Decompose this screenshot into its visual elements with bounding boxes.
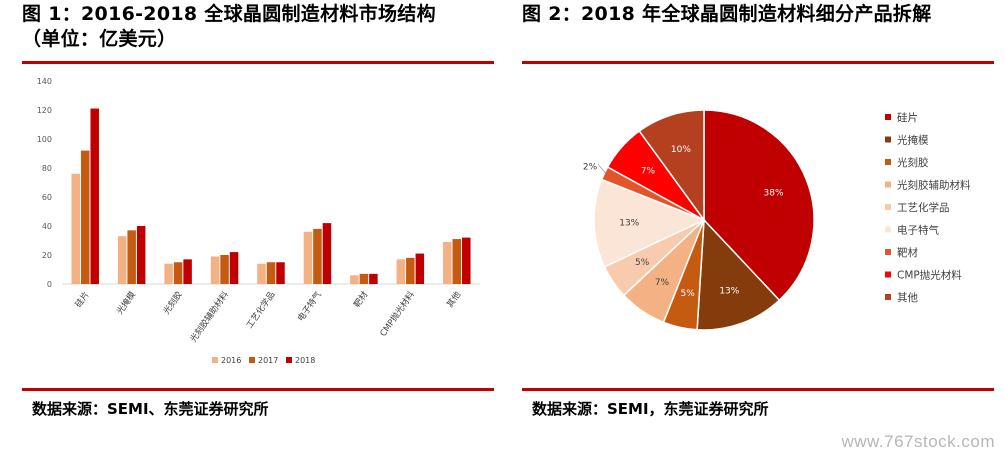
legend-swatch-2017	[249, 357, 255, 363]
y-tick-label: 0	[47, 280, 52, 289]
legend-swatch-硅片	[885, 114, 891, 120]
bar-chart: 0 20 40 60 80 100 120 140 硅片 光掩模 光刻胶 光刻胶辅助材料 工艺化学品 电子…	[37, 77, 480, 365]
bar-2018-工艺化学品	[276, 262, 285, 284]
legend-label-2018: 2018	[295, 356, 315, 365]
bar-2018-靶材	[369, 273, 378, 284]
y-tick-label: 120	[37, 106, 52, 115]
legend-label-光掩模: 光掩模	[897, 134, 929, 147]
bar-2018-光刻胶	[183, 259, 192, 284]
legend-swatch-光掩模	[885, 136, 891, 143]
pie-value-label: 13%	[719, 286, 739, 296]
bar-2016-靶材	[350, 275, 359, 284]
bar-2016-其他	[443, 241, 452, 284]
bar-2017-光掩模	[127, 230, 136, 284]
bar-2018-硅片	[90, 108, 99, 284]
figure-1-title: 图 1：2016-2018 全球晶圆制造材料市场结构 （单位：亿美元）	[22, 2, 494, 52]
bar-2017-其他	[452, 239, 462, 284]
bar-2016-电子特气	[303, 231, 313, 284]
figure-2-source: 数据来源：SEMI，东莞证券研究所	[532, 400, 769, 418]
x-tick-label: 光掩模	[114, 289, 138, 317]
pie-slice-电子特气	[593, 178, 706, 268]
legend-label-2016: 2016	[221, 356, 241, 365]
x-tick-label: CMP抛光材料	[378, 289, 417, 339]
pie-value-label: 7%	[641, 167, 656, 177]
bar-2016-CMP抛光材料	[396, 259, 406, 284]
legend-label-CMP抛光材料: CMP抛光材料	[897, 269, 962, 282]
y-tick-label: 40	[42, 222, 52, 231]
legend-swatch-光刻胶辅助材料	[885, 181, 891, 188]
legend-swatch-其他	[885, 294, 891, 300]
bar-2017-光刻胶	[173, 262, 183, 284]
bar-2017-工艺化学品	[266, 262, 276, 284]
legend-swatch-2016	[212, 357, 218, 363]
x-tick-label: 靶材	[352, 289, 371, 310]
pie-value-label: 38%	[764, 188, 784, 198]
x-tick-label: 硅片	[73, 289, 92, 309]
leader-line	[597, 164, 607, 175]
legend-swatch-CMP抛光材料	[885, 271, 891, 278]
left-panel: 图 1：2016-2018 全球晶圆制造材料市场结构 （单位：亿美元） 0 20 4…	[22, 0, 494, 418]
x-tick-label: 电子特气	[295, 289, 324, 324]
pie-slice-光掩模	[696, 218, 781, 331]
bar-2016-光掩模	[117, 236, 127, 284]
pie-slice-硅片	[703, 109, 815, 302]
figure-1-source: 数据来源：SEMI、东莞证券研究所	[32, 400, 269, 418]
y-tick-label: 100	[37, 135, 52, 144]
legend-label-其他: 其他	[897, 291, 918, 304]
legend-label-电子特气: 电子特气	[897, 224, 939, 237]
figure-2-title: 图 2：2018 年全球晶圆制造材料细分产品拆解	[522, 3, 932, 25]
bar-2018-光刻胶辅助材料	[229, 252, 239, 284]
bar-2017-光刻胶辅助材料	[220, 255, 229, 284]
y-tick-label: 60	[42, 193, 52, 202]
pie-value-label: 5%	[635, 258, 650, 268]
watermark: www.767stock.com	[841, 432, 995, 451]
pie-chart: 38% 13% 5% 7% 5% 13% 2% 7% 10% 硅片光掩模光刻胶光刻胶辅助材料工艺化…	[583, 109, 971, 331]
pie-slice-其他	[638, 109, 705, 223]
legend-swatch-光刻胶	[885, 159, 891, 165]
figure-1-bottom-rule	[22, 388, 494, 391]
right-panel: 图 2：2018 年全球晶圆制造材料细分产品拆解 38% 13% 5% 7% 5% 13%…	[522, 0, 994, 418]
y-tick-label: 140	[37, 77, 52, 86]
legend-swatch-工艺化学品	[885, 204, 891, 210]
legend-swatch-靶材	[885, 249, 891, 255]
x-tick-label: 工艺化学品	[244, 289, 277, 330]
legend-label-光刻胶辅助材料: 光刻胶辅助材料	[897, 179, 971, 192]
legend-label-工艺化学品: 工艺化学品	[897, 201, 950, 214]
x-tick-label: 光刻胶	[161, 289, 185, 317]
figure-1-title-line1: 图 1：2016-2018 全球晶圆制造材料市场结构	[22, 3, 436, 25]
legend-label-2017: 2017	[258, 356, 278, 365]
bar-2018-光掩模	[136, 226, 146, 284]
bar-2018-其他	[462, 237, 471, 284]
bar-2017-硅片	[80, 150, 90, 284]
x-tick-label: 光刻胶辅助材料	[188, 289, 231, 344]
pie-value-label: 2%	[583, 162, 598, 172]
legend-swatch-电子特气	[885, 226, 891, 233]
pie-value-label: 10%	[671, 145, 691, 155]
x-tick-label: 其他	[444, 289, 463, 310]
bar-2016-光刻胶	[164, 263, 173, 284]
bar-2016-工艺化学品	[257, 263, 266, 284]
bar-2018-电子特气	[322, 223, 332, 284]
bar-2018-CMP抛光材料	[415, 253, 425, 284]
pie-value-label: 5%	[681, 289, 696, 299]
legend-label-靶材: 靶材	[897, 246, 918, 259]
bar-2016-硅片	[71, 173, 80, 284]
pie-value-label: 13%	[619, 218, 639, 228]
figure-1-top-rule	[22, 61, 494, 64]
y-tick-label: 80	[42, 164, 52, 173]
legend-label-光刻胶: 光刻胶	[897, 156, 929, 169]
pie-value-label: 7%	[655, 278, 670, 288]
bar-2017-电子特气	[313, 228, 322, 284]
legend-label-硅片: 硅片	[897, 111, 918, 124]
figure-1-title-line2: （单位：亿美元）	[22, 28, 177, 50]
bar-2017-靶材	[359, 273, 369, 284]
figure-2-top-rule	[522, 61, 994, 64]
bar-2017-CMP抛光材料	[406, 257, 415, 284]
legend-swatch-2018	[286, 357, 292, 363]
bar-2016-光刻胶辅助材料	[210, 256, 220, 284]
y-tick-label: 20	[42, 251, 52, 260]
figure-2-bottom-rule	[522, 388, 994, 391]
